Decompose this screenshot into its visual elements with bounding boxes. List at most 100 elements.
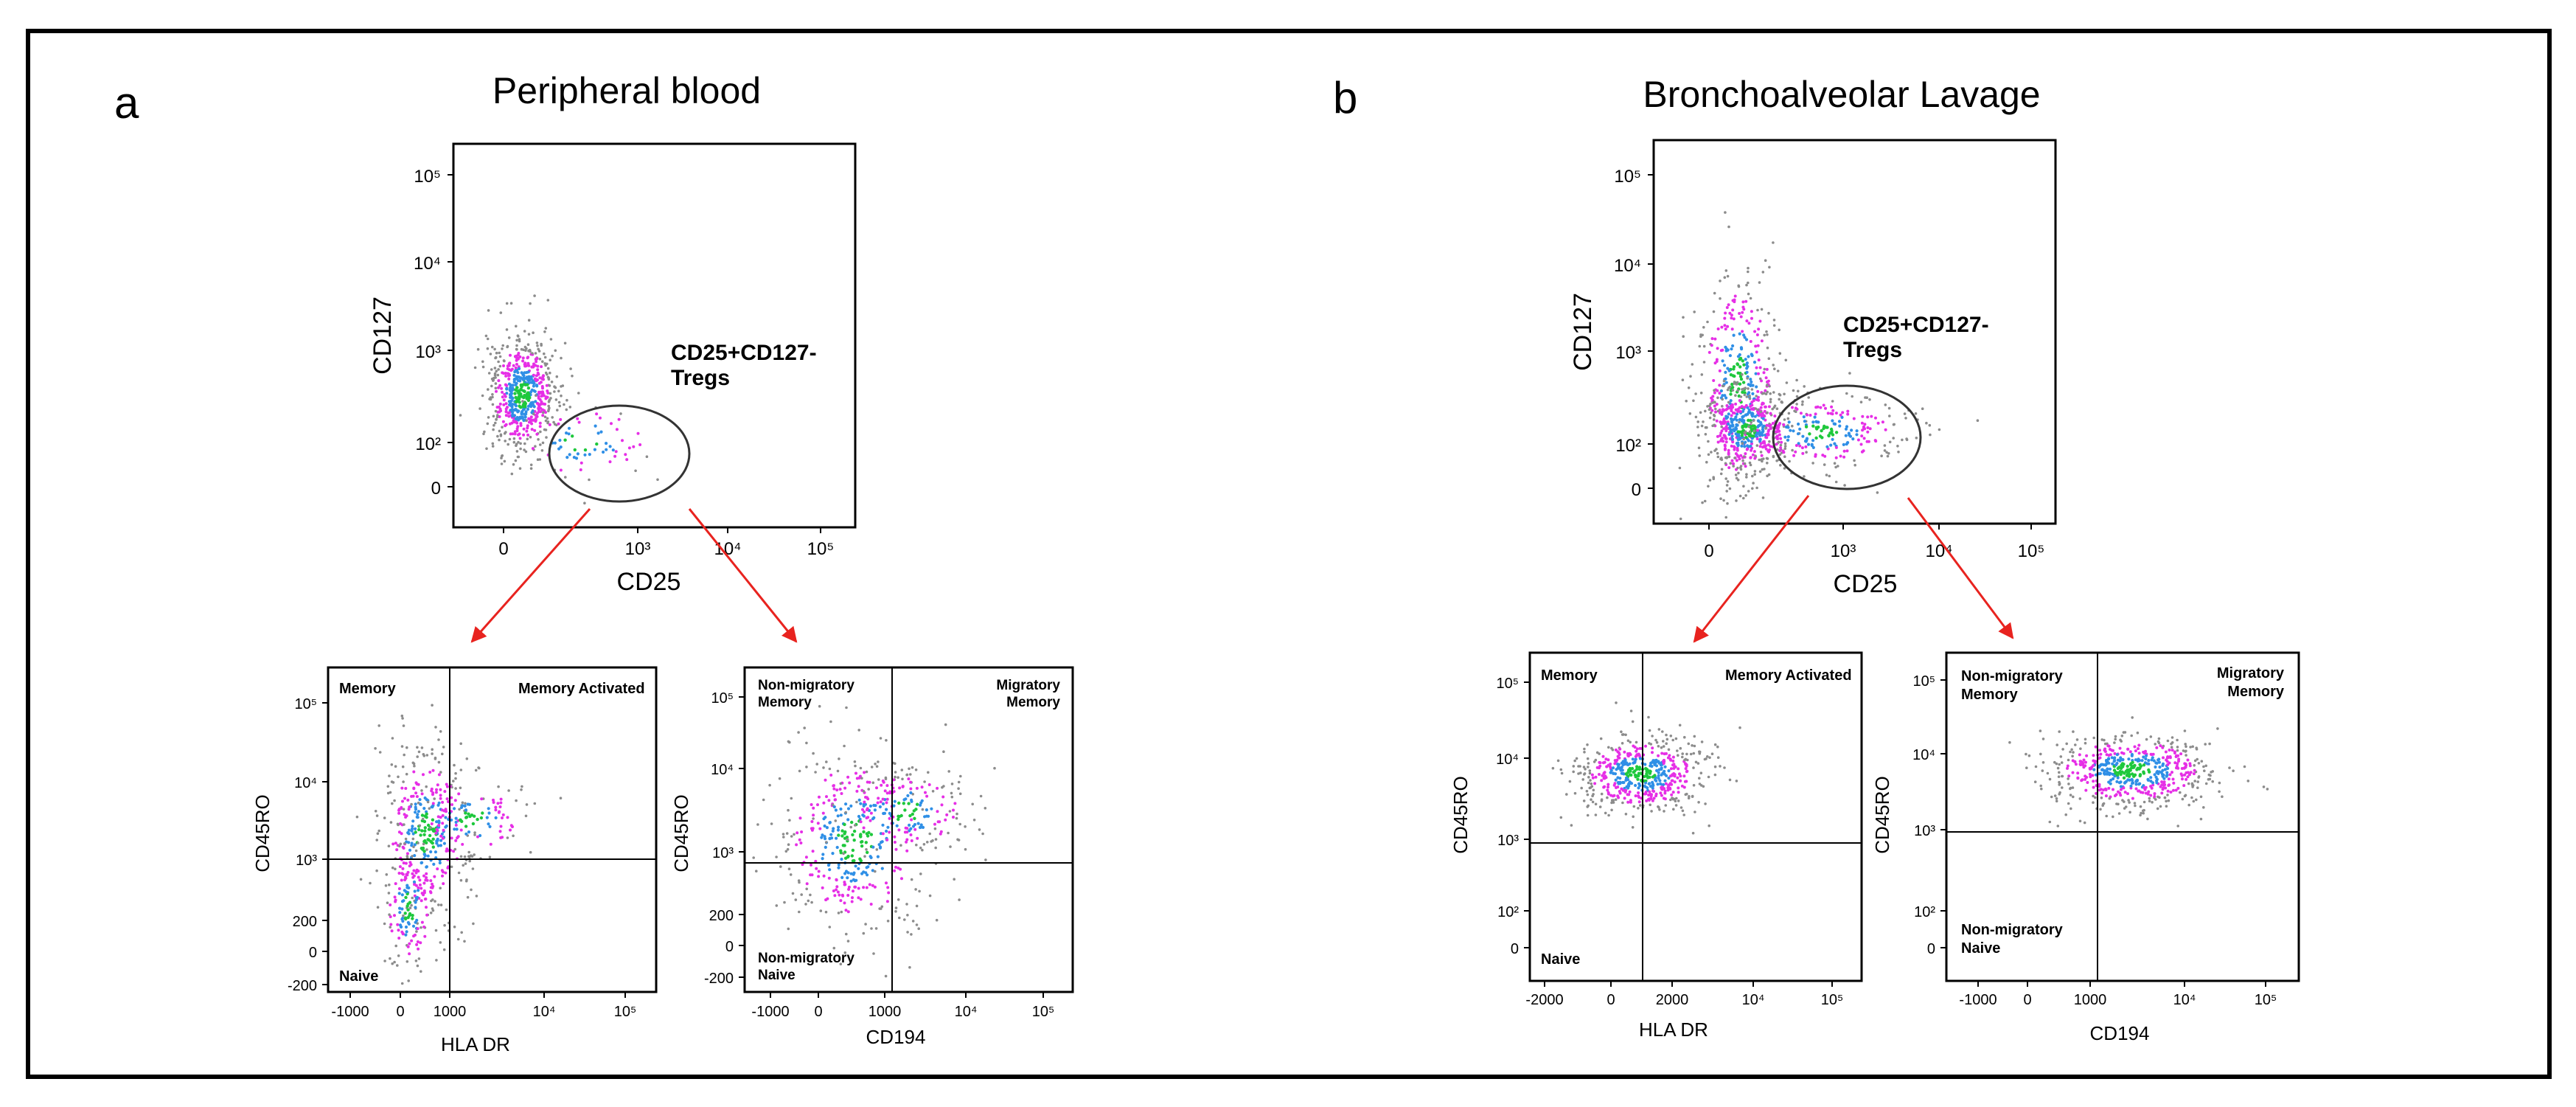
event-dot [403,912,407,915]
event-dot [453,827,456,831]
event-dot [1750,414,1755,418]
event-dot [909,833,913,836]
event-dot [534,420,537,423]
event-dot [788,819,791,822]
event-dot [1683,735,1686,739]
event-dot [434,929,438,932]
event-dot [1719,497,1722,500]
event-dot [583,453,587,457]
event-dot [1628,762,1632,766]
event-dot [499,797,503,801]
event-dot [494,805,498,809]
event-dot [1837,420,1842,423]
event-dot [434,756,437,760]
event-dot [2186,775,2190,779]
event-dot [801,863,804,867]
event-dot [1804,440,1808,443]
event-dot [1811,445,1815,450]
event-dot [535,357,538,361]
event-dot [875,848,879,851]
event-dot [605,448,608,451]
event-dot [400,878,403,882]
event-dot [2084,760,2087,764]
event-dot [506,344,509,348]
event-dot [431,791,435,795]
event-dot [1725,456,1729,459]
event-dot [459,805,464,809]
event-dot [2103,750,2107,753]
event-dot [1838,424,1842,428]
event-dot [502,403,506,406]
event-dot [514,388,518,392]
event-dot [419,941,422,945]
event-dot [475,895,478,898]
event-dot [1634,783,1637,788]
event-dot [390,780,394,783]
event-dot [851,833,854,837]
event-dot [536,364,540,368]
event-dot [494,808,498,812]
event-dot [1644,744,1647,748]
event-dot [504,424,507,428]
event-dot [473,366,477,369]
event-dot [1796,432,1800,436]
event-dot [1648,782,1651,785]
event-dot [824,845,827,849]
event-dot [1692,784,1696,787]
event-dot [1651,751,1654,754]
event-dot [1803,420,1806,423]
event-dot [1811,462,1814,465]
event-dot [417,947,420,951]
event-dot [401,717,404,720]
event-dot [397,954,400,957]
event-dot [842,852,845,856]
event-dot [595,412,599,416]
event-dot [797,731,800,734]
event-dot [1674,804,1678,807]
event-dot [497,405,501,409]
event-dot [1755,428,1759,432]
event-dot [2117,812,2121,815]
event-dot [419,833,422,837]
event-dot [1660,794,1663,797]
event-dot [549,371,551,375]
event-dot [1701,501,1704,504]
event-dot [2186,758,2190,762]
event-dot [474,768,478,772]
event-dot [414,898,418,902]
event-dot [1654,738,1657,742]
event-dot [839,849,843,853]
event-dot [1728,311,1732,315]
event-dot [386,785,390,788]
event-dot [1716,327,1720,330]
event-dot [438,861,442,865]
event-dot [1674,737,1678,740]
event-dot [1724,447,1727,451]
event-dot [2084,741,2087,745]
event-dot [1624,733,1627,737]
event-dot [2137,752,2141,755]
event-dot [2173,761,2177,765]
event-dot [489,353,492,355]
event-dot [1866,426,1870,429]
event-dot [522,348,525,352]
event-dot [2092,754,2095,757]
event-dot [911,920,915,923]
event-dot [2218,790,2221,794]
event-dot [418,878,422,882]
event-dot [2061,748,2064,751]
event-dot [513,432,517,436]
event-dot [477,766,480,769]
event-dot [1681,755,1684,759]
event-dot [1733,294,1737,298]
event-dot [529,377,534,381]
event-dot [1755,333,1759,336]
event-dot [459,818,462,822]
event-dot [596,431,600,435]
event-dot [1713,400,1716,404]
event-dot [602,450,605,454]
event-dot [934,846,937,850]
event-dot [2160,780,2164,784]
event-dot [2116,758,2120,762]
event-dot [1747,355,1750,358]
